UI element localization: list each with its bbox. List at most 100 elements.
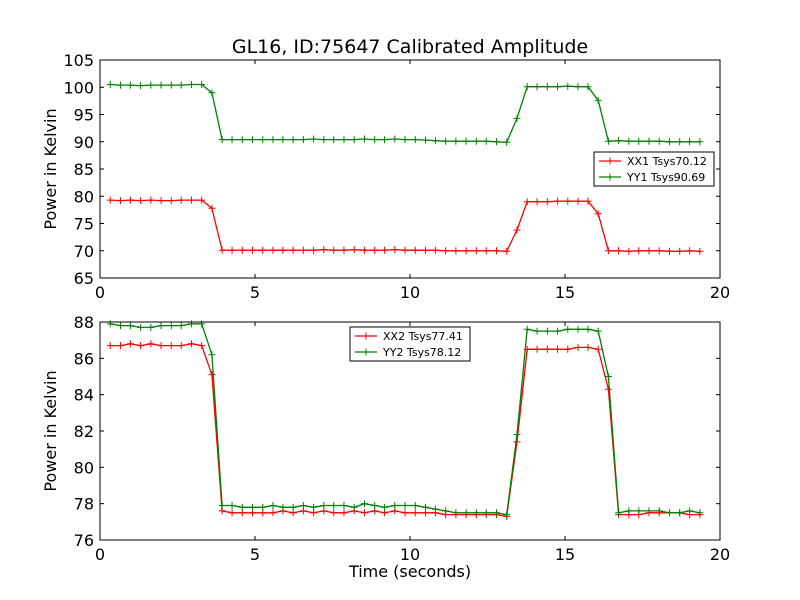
y-tick-label: 70 bbox=[74, 242, 94, 261]
data-point-marker bbox=[167, 81, 175, 89]
data-point-marker bbox=[543, 83, 551, 91]
data-point-marker bbox=[564, 345, 572, 353]
data-point-marker bbox=[269, 246, 277, 254]
data-point-marker bbox=[340, 246, 348, 254]
data-point-marker bbox=[442, 247, 450, 255]
series-line bbox=[110, 199, 700, 252]
data-point-marker bbox=[655, 137, 663, 145]
data-point-marker bbox=[482, 247, 490, 255]
data-point-marker bbox=[269, 509, 277, 517]
data-point-marker bbox=[594, 327, 602, 335]
data-point-marker bbox=[401, 501, 409, 509]
data-point-marker bbox=[442, 507, 450, 515]
data-point-marker bbox=[116, 342, 124, 350]
data-point-marker bbox=[462, 137, 470, 145]
data-point-marker bbox=[625, 507, 633, 515]
data-point-marker bbox=[381, 136, 389, 144]
data-point-marker bbox=[126, 340, 134, 348]
data-point-marker bbox=[665, 509, 673, 517]
data-point-marker bbox=[554, 327, 562, 335]
data-point-marker bbox=[157, 81, 165, 89]
data-point-marker bbox=[492, 509, 500, 517]
data-point-marker bbox=[106, 81, 114, 89]
data-point-marker bbox=[157, 197, 165, 205]
legend-marker bbox=[606, 157, 614, 165]
data-point-marker bbox=[167, 342, 175, 350]
chart-title: GL16, ID:75647 Calibrated Amplitude bbox=[232, 36, 588, 58]
plot-frame bbox=[99, 321, 721, 541]
data-point-marker bbox=[157, 322, 165, 330]
data-point-marker bbox=[299, 501, 307, 509]
legend-marker bbox=[606, 173, 614, 181]
data-point-marker bbox=[584, 343, 592, 351]
data-point-marker bbox=[340, 501, 348, 509]
data-point-marker bbox=[228, 509, 236, 517]
data-point-marker bbox=[422, 136, 429, 144]
data-point-marker bbox=[269, 501, 277, 509]
data-point-marker bbox=[503, 511, 511, 519]
data-point-marker bbox=[655, 247, 663, 255]
data-point-marker bbox=[676, 247, 684, 255]
data-point-marker bbox=[310, 246, 318, 254]
data-point-marker bbox=[198, 196, 206, 204]
y-tick-label: 80 bbox=[74, 458, 94, 477]
y-tick-label: 80 bbox=[74, 187, 94, 206]
data-point-marker bbox=[126, 196, 134, 204]
legend-marker bbox=[362, 332, 370, 340]
x-tick-label: 0 bbox=[95, 545, 105, 564]
data-point-marker bbox=[249, 246, 257, 254]
data-point-marker bbox=[137, 197, 145, 205]
y-tick-label: 76 bbox=[74, 531, 94, 550]
data-point-marker bbox=[320, 501, 328, 509]
data-point-marker bbox=[381, 246, 389, 254]
data-point-marker bbox=[513, 431, 521, 439]
x-tick-label: 10 bbox=[400, 283, 420, 302]
data-point-marker bbox=[604, 137, 612, 145]
data-point-marker bbox=[279, 246, 287, 254]
data-point-marker bbox=[472, 509, 480, 517]
data-point-marker bbox=[523, 325, 531, 333]
data-point-marker bbox=[686, 247, 694, 255]
series-xx2 bbox=[106, 340, 704, 520]
data-point-marker bbox=[452, 509, 460, 517]
data-point-marker bbox=[208, 89, 216, 97]
data-point-marker bbox=[208, 204, 216, 212]
data-point-marker bbox=[187, 196, 195, 204]
data-point-marker bbox=[167, 322, 175, 330]
legend-label: XX2 Tsys77.41 bbox=[383, 330, 463, 343]
data-point-marker bbox=[543, 327, 551, 335]
data-point-marker bbox=[503, 247, 511, 255]
series-line bbox=[110, 83, 700, 143]
data-point-marker bbox=[147, 81, 155, 89]
y-tick-label: 86 bbox=[74, 349, 94, 368]
y-tick-label: 82 bbox=[74, 422, 94, 441]
data-point-marker bbox=[635, 507, 643, 515]
y-tick-label: 78 bbox=[74, 495, 94, 514]
data-point-marker bbox=[615, 509, 623, 517]
data-point-marker bbox=[371, 246, 379, 254]
legend-box bbox=[349, 326, 471, 362]
x-tick-label: 10 bbox=[400, 545, 420, 564]
plot-frame bbox=[99, 59, 721, 279]
data-point-marker bbox=[564, 197, 572, 205]
data-point-marker bbox=[533, 345, 541, 353]
data-point-marker bbox=[584, 83, 592, 91]
x-tick-label: 20 bbox=[710, 283, 730, 302]
data-point-marker bbox=[269, 136, 277, 144]
data-point-marker bbox=[696, 509, 704, 517]
legend-box bbox=[593, 151, 715, 187]
data-point-marker bbox=[645, 247, 653, 255]
y-axis-title: Power in Kelvin bbox=[41, 370, 60, 491]
data-point-marker bbox=[126, 81, 134, 89]
data-point-marker bbox=[625, 137, 633, 145]
chart-panel-1: 0 5 10 15 20 65 70 75 80 85 90 95 100 105 Power in Kel… bbox=[41, 51, 730, 302]
data-point-marker bbox=[513, 226, 521, 234]
data-point-marker bbox=[543, 198, 551, 206]
y-tick-label: 84 bbox=[74, 386, 94, 405]
data-point-marker bbox=[482, 137, 490, 145]
data-point-marker bbox=[686, 507, 694, 515]
data-point-marker bbox=[676, 138, 684, 146]
data-point-marker bbox=[116, 322, 124, 330]
data-point-marker bbox=[360, 135, 368, 143]
data-point-marker bbox=[594, 210, 602, 218]
